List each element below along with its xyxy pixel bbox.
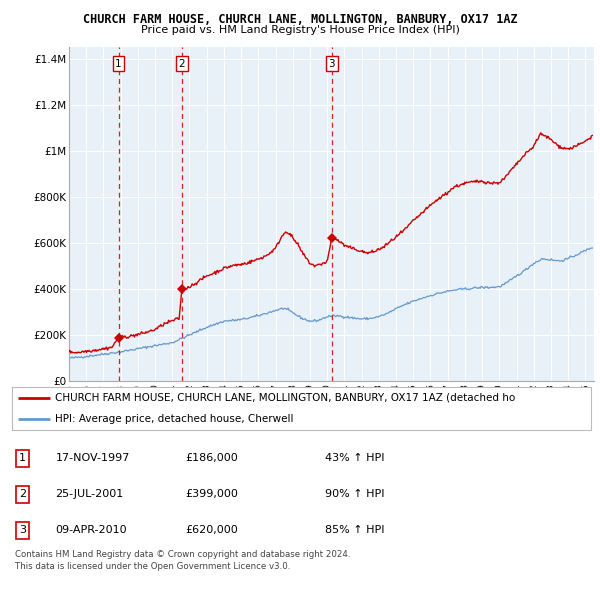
Text: 25-JUL-2001: 25-JUL-2001: [55, 490, 124, 500]
Text: 85% ↑ HPI: 85% ↑ HPI: [325, 526, 384, 536]
Text: 3: 3: [329, 59, 335, 69]
Text: Price paid vs. HM Land Registry's House Price Index (HPI): Price paid vs. HM Land Registry's House …: [140, 25, 460, 35]
Text: 43% ↑ HPI: 43% ↑ HPI: [325, 454, 384, 463]
Text: £399,000: £399,000: [186, 490, 239, 500]
Text: 09-APR-2010: 09-APR-2010: [55, 526, 127, 536]
Text: HPI: Average price, detached house, Cherwell: HPI: Average price, detached house, Cher…: [55, 414, 294, 424]
Text: £186,000: £186,000: [186, 454, 238, 463]
Text: CHURCH FARM HOUSE, CHURCH LANE, MOLLINGTON, BANBURY, OX17 1AZ: CHURCH FARM HOUSE, CHURCH LANE, MOLLINGT…: [83, 13, 517, 26]
Text: 90% ↑ HPI: 90% ↑ HPI: [325, 490, 384, 500]
Text: £620,000: £620,000: [186, 526, 238, 536]
Text: Contains HM Land Registry data © Crown copyright and database right 2024.: Contains HM Land Registry data © Crown c…: [15, 550, 350, 559]
Text: 17-NOV-1997: 17-NOV-1997: [55, 454, 130, 463]
Text: 2: 2: [179, 59, 185, 69]
Text: 3: 3: [19, 526, 26, 536]
Text: This data is licensed under the Open Government Licence v3.0.: This data is licensed under the Open Gov…: [15, 562, 290, 571]
Text: 2: 2: [19, 490, 26, 500]
Text: 1: 1: [19, 454, 26, 463]
Text: CHURCH FARM HOUSE, CHURCH LANE, MOLLINGTON, BANBURY, OX17 1AZ (detached ho: CHURCH FARM HOUSE, CHURCH LANE, MOLLINGT…: [55, 393, 515, 402]
Text: 1: 1: [115, 59, 122, 69]
